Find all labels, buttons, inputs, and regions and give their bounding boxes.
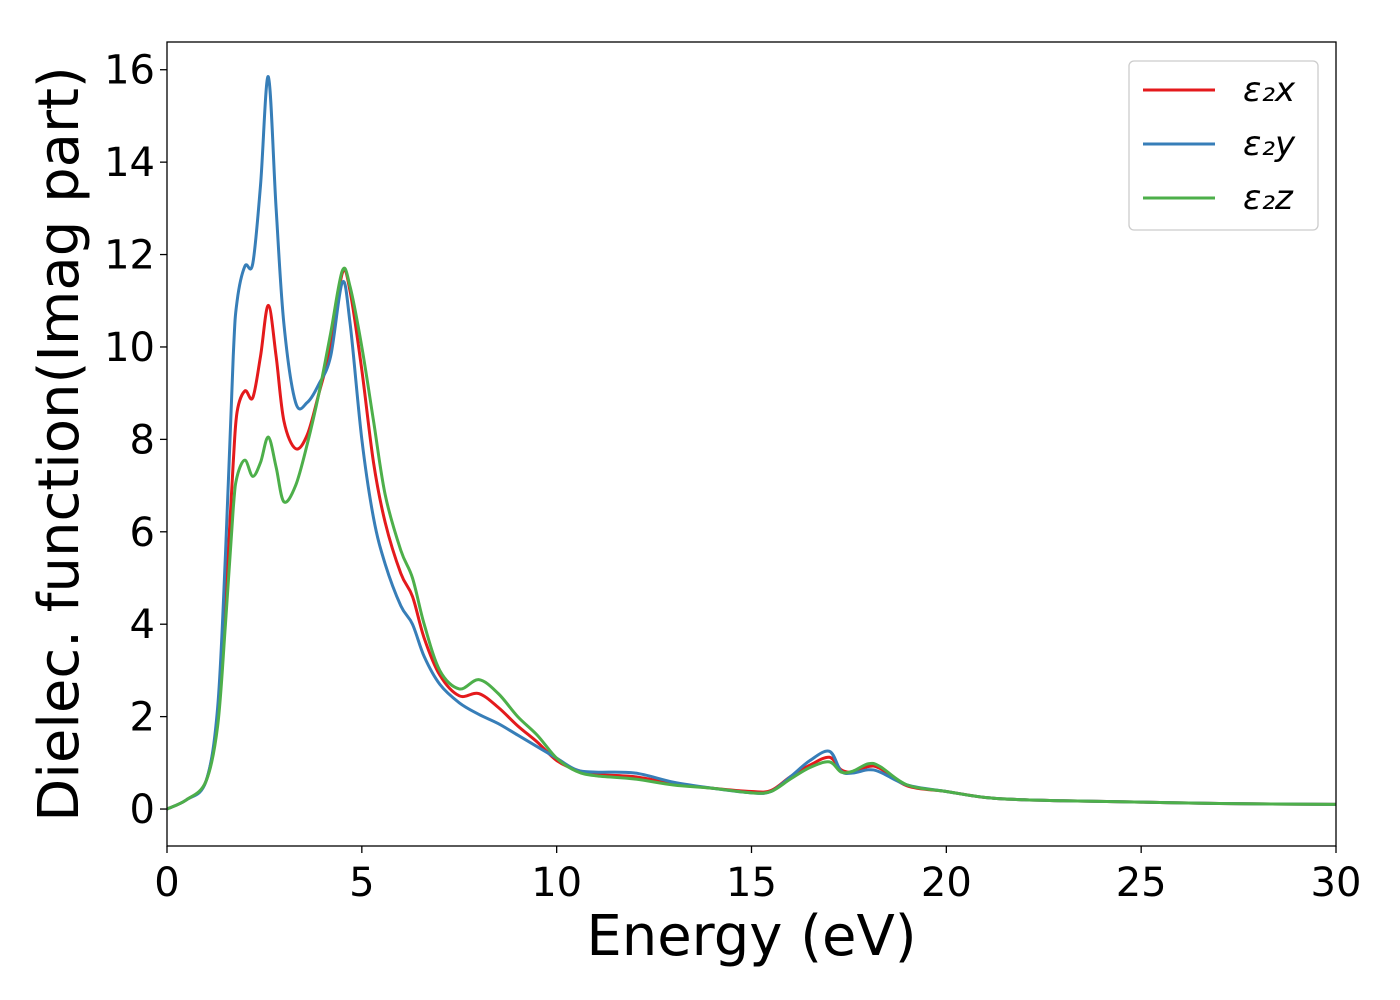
y-tick-label: 0 [130,787,155,833]
y-tick-label: 6 [130,510,155,556]
x-axis-label: Energy (eV) [586,904,916,969]
y-tick-label: 8 [130,417,155,463]
legend-entry-0: ε₂x [1243,70,1296,110]
y-axis-label: Dielec. function(Imag part) [27,66,92,822]
x-tick-label: 15 [726,860,777,906]
legend-box [1128,60,1319,231]
y-axis-ticks: 0 2 4 6 8 10 12 14 16 [104,48,167,833]
x-tick-label: 30 [1311,860,1362,906]
x-axis-ticks: 0 5 10 15 20 25 30 [154,846,1361,906]
y-tick-label: 2 [130,695,155,741]
y-tick-label: 16 [104,48,155,94]
x-tick-label: 25 [1116,860,1167,906]
series-line-2 [167,266,1336,811]
y-tick-label: 12 [104,233,155,279]
x-tick-label: 20 [921,860,972,906]
legend-entry-2: ε₂z [1243,178,1294,218]
x-tick-label: 10 [531,860,582,906]
series-line-1 [167,75,1336,811]
x-tick-label: 5 [349,860,374,906]
legend: ε₂x ε₂y ε₂z [1128,60,1319,231]
x-tick-label: 0 [154,860,179,906]
legend-entry-1: ε₂y [1243,124,1296,164]
series-line-0 [167,268,1336,811]
y-tick-label: 14 [104,140,155,186]
y-tick-label: 4 [130,602,155,648]
y-tick-label: 10 [104,325,155,371]
